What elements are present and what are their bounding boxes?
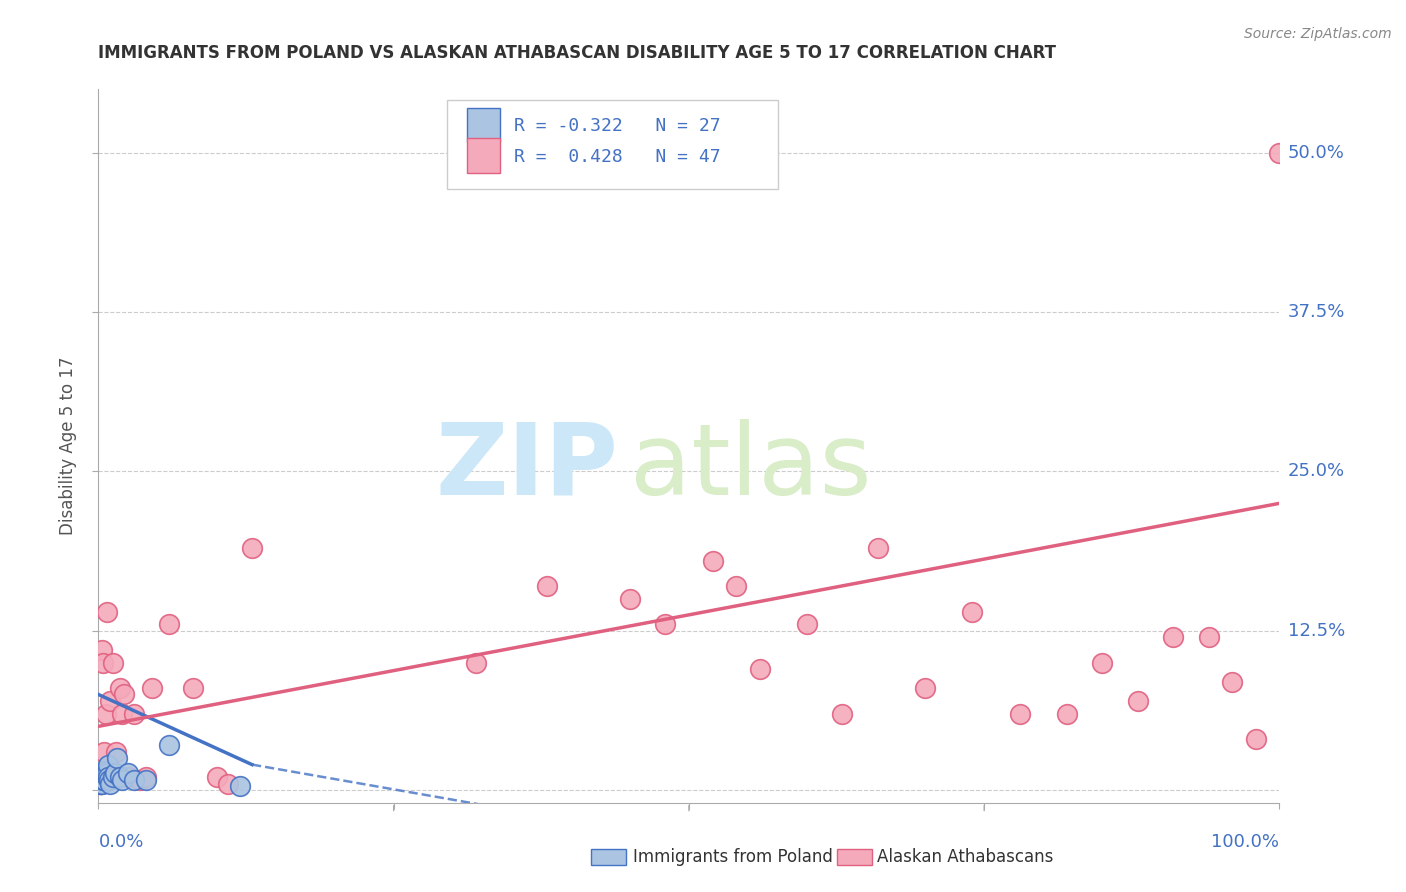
Y-axis label: Disability Age 5 to 17: Disability Age 5 to 17	[59, 357, 77, 535]
Point	[98, 772, 121, 787]
Point	[93, 772, 115, 787]
Text: R =  0.428   N = 47: R = 0.428 N = 47	[515, 148, 721, 166]
Text: 12.5%: 12.5%	[1288, 622, 1346, 640]
Point	[141, 681, 163, 695]
Point	[157, 739, 180, 753]
FancyBboxPatch shape	[447, 100, 778, 189]
Point	[98, 777, 121, 791]
Point	[1268, 145, 1291, 160]
Text: Source: ZipAtlas.com: Source: ZipAtlas.com	[1244, 27, 1392, 41]
Point	[98, 694, 121, 708]
Text: IMMIGRANTS FROM POLAND VS ALASKAN ATHABASCAN DISABILITY AGE 5 TO 17 CORRELATION : IMMIGRANTS FROM POLAND VS ALASKAN ATHABA…	[98, 45, 1056, 62]
Point	[89, 777, 111, 791]
Point	[97, 770, 120, 784]
Point	[240, 541, 263, 555]
Point	[1220, 674, 1243, 689]
Point	[117, 766, 139, 780]
Point	[98, 772, 121, 787]
Point	[796, 617, 818, 632]
Point	[112, 688, 135, 702]
Point	[128, 772, 150, 787]
Point	[91, 777, 114, 791]
Point	[105, 745, 128, 759]
Point	[96, 770, 118, 784]
Text: Immigrants from Poland: Immigrants from Poland	[633, 848, 832, 866]
Text: 100.0%: 100.0%	[1212, 833, 1279, 851]
Point	[157, 617, 180, 632]
Point	[205, 770, 228, 784]
Text: 50.0%: 50.0%	[1288, 144, 1344, 162]
Point	[702, 554, 724, 568]
Point	[91, 770, 114, 784]
Point	[654, 617, 676, 632]
Point	[93, 770, 115, 784]
Point	[1056, 706, 1078, 721]
Point	[97, 770, 120, 784]
Point	[111, 772, 134, 787]
Point	[217, 777, 239, 791]
Point	[91, 772, 114, 787]
Point	[101, 770, 124, 784]
Point	[914, 681, 936, 695]
Point	[94, 768, 117, 782]
Text: Alaskan Athabascans: Alaskan Athabascans	[877, 848, 1053, 866]
Point	[91, 770, 114, 784]
Point	[90, 777, 112, 791]
Point	[91, 768, 114, 782]
Point	[93, 745, 115, 759]
Point	[465, 656, 488, 670]
Point	[90, 772, 112, 787]
Point	[1091, 656, 1114, 670]
Point	[1198, 630, 1220, 644]
Point	[108, 681, 131, 695]
Point	[1161, 630, 1184, 644]
Point	[831, 706, 853, 721]
Text: 25.0%: 25.0%	[1288, 462, 1346, 481]
Point	[90, 777, 112, 791]
Point	[91, 656, 114, 670]
Point	[108, 770, 131, 784]
Point	[104, 766, 127, 780]
Point	[866, 541, 889, 555]
Text: 37.5%: 37.5%	[1288, 303, 1346, 321]
Point	[135, 770, 157, 784]
Point	[94, 706, 117, 721]
Point	[101, 656, 124, 670]
Point	[96, 766, 118, 780]
Point	[135, 772, 157, 787]
Point	[105, 751, 128, 765]
Text: ZIP: ZIP	[436, 419, 619, 516]
Point	[748, 662, 770, 676]
Point	[536, 579, 558, 593]
Point	[111, 706, 134, 721]
Point	[122, 772, 145, 787]
Point	[96, 605, 118, 619]
Point	[89, 777, 111, 791]
Bar	[467, 138, 501, 173]
Point	[91, 643, 114, 657]
Point	[1126, 694, 1149, 708]
Point	[229, 779, 252, 793]
Point	[619, 591, 641, 606]
Point	[725, 579, 748, 593]
Point	[117, 770, 139, 784]
Point	[1244, 732, 1267, 747]
Point	[181, 681, 204, 695]
Point	[97, 757, 120, 772]
Text: atlas: atlas	[630, 419, 872, 516]
Text: 0.0%: 0.0%	[98, 833, 143, 851]
Point	[94, 764, 117, 778]
Bar	[467, 108, 501, 142]
Text: R = -0.322   N = 27: R = -0.322 N = 27	[515, 118, 721, 136]
Point	[122, 706, 145, 721]
Point	[962, 605, 984, 619]
Point	[1008, 706, 1031, 721]
